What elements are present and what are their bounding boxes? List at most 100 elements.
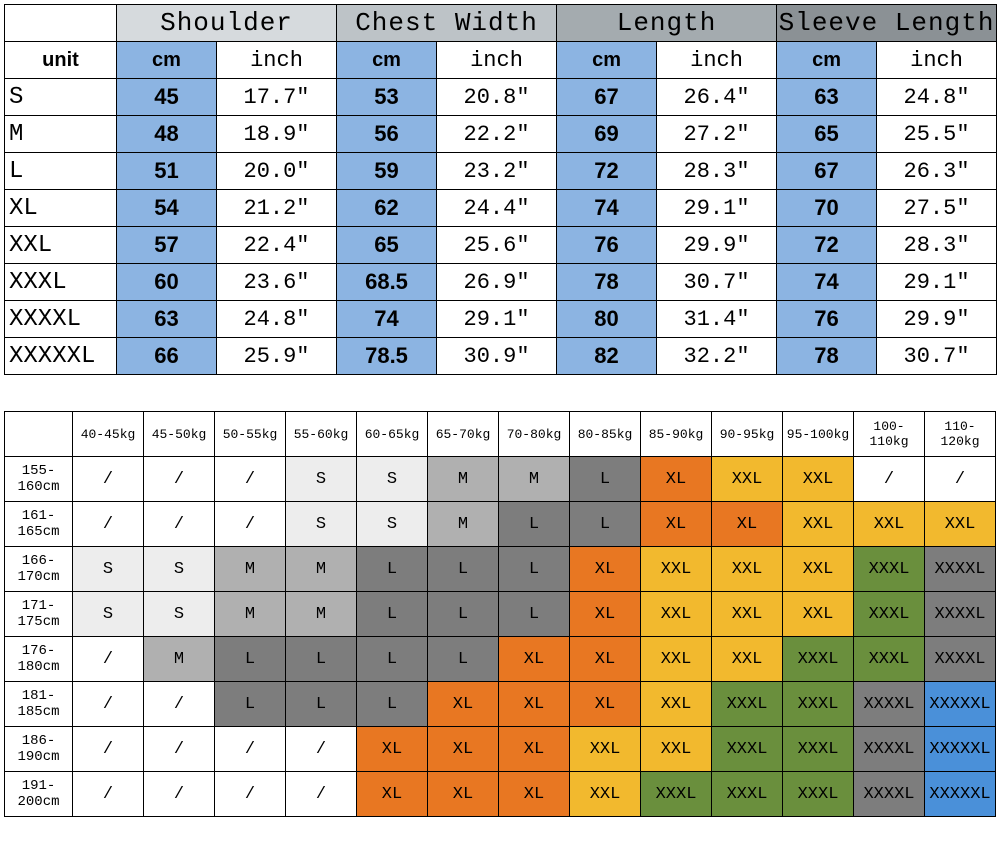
size-label: XXXXXL bbox=[5, 338, 117, 375]
size-recommendation: XXXXL bbox=[925, 637, 996, 682]
size-recommendation: L bbox=[215, 682, 286, 727]
size-recommendation: M bbox=[428, 502, 499, 547]
size-recommendation: XL bbox=[357, 772, 428, 817]
value-cm: 67 bbox=[777, 153, 877, 190]
size-recommendation: XXL bbox=[641, 637, 712, 682]
value-cm: 63 bbox=[777, 79, 877, 116]
size-recommendation: L bbox=[286, 637, 357, 682]
unit-inch-header: inch bbox=[437, 42, 557, 79]
size-label: XXXL bbox=[5, 264, 117, 301]
size-recommendation: S bbox=[286, 457, 357, 502]
value-inch: 26.4" bbox=[657, 79, 777, 116]
size-recommendation: XXL bbox=[712, 547, 783, 592]
size-recommendation: M bbox=[286, 592, 357, 637]
size-recommendation: M bbox=[428, 457, 499, 502]
size-recommendation: / bbox=[73, 682, 144, 727]
size-recommendation: XL bbox=[641, 502, 712, 547]
unit-inch-header: inch bbox=[217, 42, 337, 79]
value-cm: 48 bbox=[117, 116, 217, 153]
value-inch: 32.2" bbox=[657, 338, 777, 375]
size-label: M bbox=[5, 116, 117, 153]
size-recommendation: / bbox=[215, 457, 286, 502]
unit-cm-header: cm bbox=[557, 42, 657, 79]
value-inch: 21.2" bbox=[217, 190, 337, 227]
size-recommendation: L bbox=[357, 682, 428, 727]
size-recommendation: / bbox=[73, 637, 144, 682]
size-recommendation: XXXL bbox=[854, 637, 925, 682]
weight-header: 55-60kg bbox=[286, 412, 357, 457]
value-cm: 74 bbox=[337, 301, 437, 338]
value-inch: 30.9" bbox=[437, 338, 557, 375]
height-header: 191-200cm bbox=[5, 772, 73, 817]
size-recommendation: S bbox=[357, 502, 428, 547]
value-inch: 29.1" bbox=[437, 301, 557, 338]
value-inch: 27.2" bbox=[657, 116, 777, 153]
height-header: 155-160cm bbox=[5, 457, 73, 502]
size-recommendation: XL bbox=[357, 727, 428, 772]
height-header: 181-185cm bbox=[5, 682, 73, 727]
size-recommendation: S bbox=[144, 592, 215, 637]
size-recommendation: / bbox=[73, 772, 144, 817]
size-recommendation: XXL bbox=[712, 637, 783, 682]
value-cm: 70 bbox=[777, 190, 877, 227]
value-cm: 60 bbox=[117, 264, 217, 301]
recommendation-table: 40-45kg45-50kg50-55kg55-60kg60-65kg65-70… bbox=[4, 411, 996, 817]
size-recommendation: / bbox=[925, 457, 996, 502]
value-cm: 53 bbox=[337, 79, 437, 116]
value-cm: 68.5 bbox=[337, 264, 437, 301]
value-inch: 31.4" bbox=[657, 301, 777, 338]
size-recommendation: / bbox=[73, 502, 144, 547]
weight-header: 70-80kg bbox=[499, 412, 570, 457]
size-recommendation: XXXL bbox=[712, 682, 783, 727]
size-label: S bbox=[5, 79, 117, 116]
size-recommendation: XXL bbox=[641, 682, 712, 727]
size-recommendation: XL bbox=[712, 502, 783, 547]
measurements-table: ShoulderChest WidthLengthSleeve Lengthun… bbox=[4, 4, 997, 375]
value-inch: 25.9" bbox=[217, 338, 337, 375]
size-recommendation: XL bbox=[570, 592, 641, 637]
size-recommendation: XXL bbox=[570, 727, 641, 772]
size-recommendation: XXXL bbox=[783, 682, 854, 727]
value-cm: 56 bbox=[337, 116, 437, 153]
size-recommendation: L bbox=[428, 637, 499, 682]
size-recommendation: / bbox=[215, 727, 286, 772]
value-inch: 24.8" bbox=[877, 79, 997, 116]
value-cm: 74 bbox=[777, 264, 877, 301]
size-recommendation: XL bbox=[499, 727, 570, 772]
size-recommendation: XXL bbox=[641, 727, 712, 772]
unit-label: unit bbox=[5, 42, 117, 79]
value-inch: 22.4" bbox=[217, 227, 337, 264]
blank-corner bbox=[5, 5, 117, 42]
value-inch: 23.6" bbox=[217, 264, 337, 301]
size-recommendation: L bbox=[499, 502, 570, 547]
value-inch: 17.7" bbox=[217, 79, 337, 116]
value-inch: 25.5" bbox=[877, 116, 997, 153]
size-recommendation: XXL bbox=[783, 547, 854, 592]
size-label: XXXXL bbox=[5, 301, 117, 338]
size-recommendation: XXL bbox=[783, 592, 854, 637]
size-recommendation: L bbox=[499, 547, 570, 592]
value-cm: 54 bbox=[117, 190, 217, 227]
value-inch: 29.1" bbox=[657, 190, 777, 227]
value-cm: 82 bbox=[557, 338, 657, 375]
size-recommendation: / bbox=[144, 457, 215, 502]
value-cm: 72 bbox=[557, 153, 657, 190]
size-recommendation: XXL bbox=[925, 502, 996, 547]
value-cm: 78 bbox=[557, 264, 657, 301]
value-inch: 24.4" bbox=[437, 190, 557, 227]
size-recommendation: M bbox=[215, 547, 286, 592]
size-recommendation: L bbox=[570, 457, 641, 502]
size-recommendation: XXL bbox=[641, 547, 712, 592]
value-cm: 72 bbox=[777, 227, 877, 264]
value-inch: 20.0" bbox=[217, 153, 337, 190]
size-recommendation: XXXXL bbox=[925, 592, 996, 637]
size-recommendation: XXXXXL bbox=[925, 727, 996, 772]
size-recommendation: XXXXL bbox=[925, 547, 996, 592]
weight-header: 80-85kg bbox=[570, 412, 641, 457]
value-inch: 20.8" bbox=[437, 79, 557, 116]
size-recommendation: XXXL bbox=[641, 772, 712, 817]
size-recommendation: L bbox=[428, 547, 499, 592]
size-recommendation: XXL bbox=[783, 502, 854, 547]
weight-header: 45-50kg bbox=[144, 412, 215, 457]
size-recommendation: XXL bbox=[641, 592, 712, 637]
